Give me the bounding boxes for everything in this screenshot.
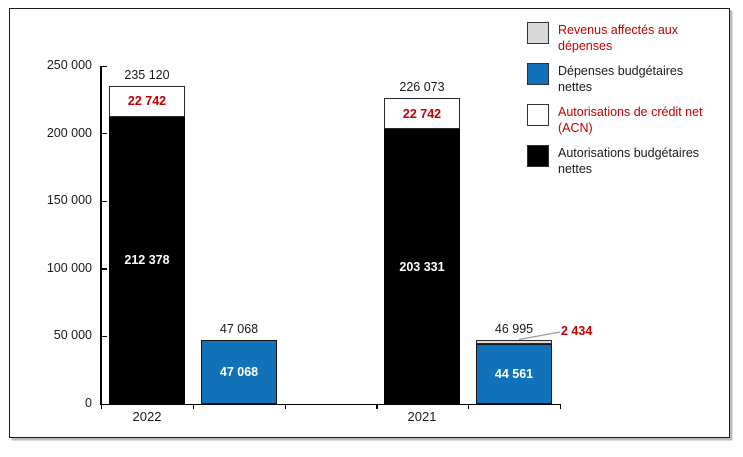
bar-value-label: 47 068 bbox=[219, 365, 259, 380]
bar-value-label: 203 331 bbox=[399, 259, 445, 274]
legend-label: Autorisations budgétaires nettes bbox=[558, 146, 700, 176]
x-axis-tick-mark bbox=[376, 403, 378, 409]
y-axis-tick-label: 50 000 bbox=[53, 328, 92, 343]
legend: Revenus affectés aux dépenses Dépenses b… bbox=[527, 22, 716, 177]
y-axis-tick-mark bbox=[101, 133, 107, 135]
legend-label: Revenus affectés aux dépenses bbox=[558, 23, 678, 53]
y-axis-tick-label: 0 bbox=[85, 396, 92, 410]
legend-item-acn: Autorisations de crédit net (ACN) bbox=[527, 104, 716, 136]
legend-swatch-gray-icon bbox=[527, 22, 549, 44]
legend-swatch-black-icon bbox=[527, 145, 549, 167]
y-axis-tick-label: 100 000 bbox=[46, 260, 92, 275]
y-axis-tick-mark bbox=[101, 65, 107, 67]
y-axis-tick-label: 200 000 bbox=[46, 125, 92, 140]
bar-depenses-2021: 44 561 bbox=[476, 343, 552, 404]
bar-total-label-2022: 235 120 bbox=[124, 68, 170, 83]
legend-swatch-blue-icon bbox=[527, 63, 549, 85]
x-axis-category-2022: 2022 bbox=[132, 409, 162, 424]
bar-value-label: 44 561 bbox=[494, 366, 534, 381]
bar-value-label: 22 742 bbox=[127, 94, 167, 109]
y-axis-line bbox=[100, 66, 102, 404]
x-axis-category-2021: 2021 bbox=[407, 409, 437, 424]
x-axis-tick-mark bbox=[560, 403, 562, 409]
y-axis-tick-label: 250 000 bbox=[46, 58, 92, 72]
bar-value-label: 22 742 bbox=[402, 106, 442, 121]
legend-label: Autorisations de crédit net (ACN) bbox=[558, 105, 703, 135]
bar-segment-acn-2022: 22 742 bbox=[109, 86, 185, 117]
bar-total-label-2021: 226 073 bbox=[399, 80, 445, 95]
callout-leader-line bbox=[518, 331, 561, 341]
y-axis-tick-mark bbox=[101, 403, 107, 405]
bar-segment-autorisations-2021: 203 331 bbox=[384, 129, 460, 404]
legend-swatch-white-icon bbox=[527, 104, 549, 126]
callout-label-revenus: 2 434 bbox=[561, 324, 593, 338]
y-axis-tick-label: 150 000 bbox=[46, 193, 92, 208]
legend-item-autorisations: Autorisations budgétaires nettes bbox=[527, 145, 716, 177]
y-axis-tick-mark bbox=[101, 200, 107, 202]
y-axis-tick-mark bbox=[101, 268, 107, 270]
bar-value-label: 212 378 bbox=[124, 253, 170, 268]
bar-depenses-2022: 47 068 bbox=[201, 340, 277, 404]
bar-total-label-depenses-2021: 46 995 bbox=[494, 322, 534, 337]
bar-segment-acn-2021: 22 742 bbox=[384, 98, 460, 130]
bar-segment-autorisations-2022: 212 378 bbox=[109, 116, 185, 404]
bar-segment-revenus-2021 bbox=[476, 340, 552, 344]
x-axis-tick-mark bbox=[284, 403, 286, 409]
x-axis-line bbox=[100, 403, 561, 405]
x-axis-tick-mark bbox=[101, 403, 103, 409]
y-axis-tick-mark bbox=[101, 335, 107, 338]
x-axis-tick-mark bbox=[192, 403, 195, 409]
x-axis-tick-mark bbox=[468, 403, 470, 409]
legend-label: Dépenses budgétaires nettes bbox=[558, 64, 684, 94]
legend-item-depenses: Dépenses budgétaires nettes bbox=[527, 63, 716, 95]
bar-total-label-depenses-2022: 47 068 bbox=[219, 322, 259, 337]
legend-item-revenus: Revenus affectés aux dépenses bbox=[527, 22, 716, 54]
